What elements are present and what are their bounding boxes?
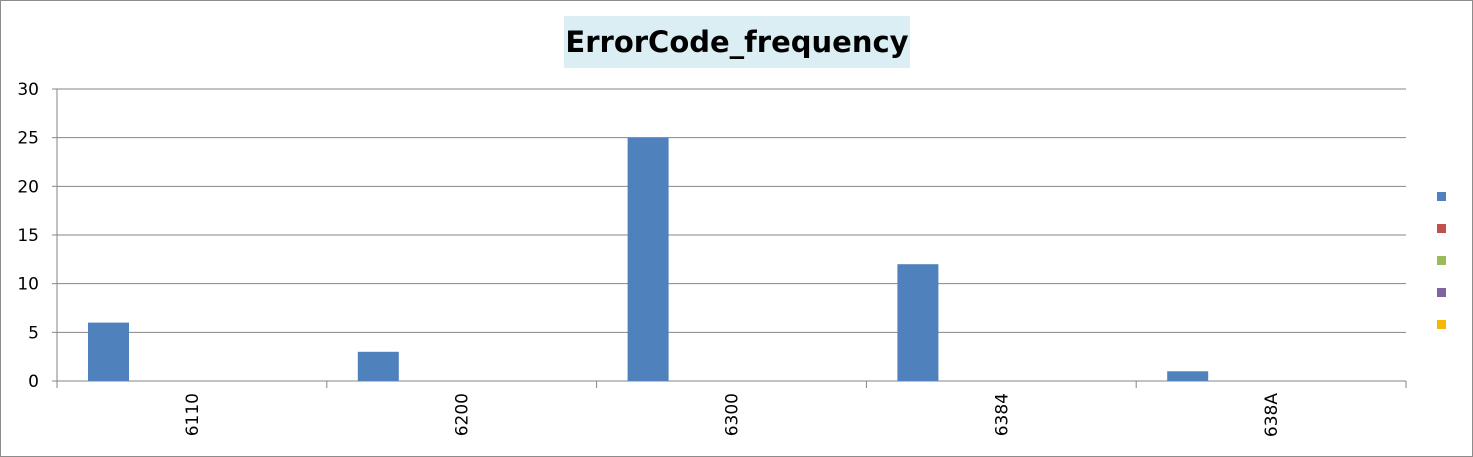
bar-6200 [357,351,399,381]
y-tick-label: 20 [17,177,39,197]
bars [88,137,1209,381]
y-tick-label: 10 [17,275,39,295]
legend-swatch [1437,320,1446,329]
x-tick-label: 638A [1262,393,1282,437]
legend-swatch [1437,192,1446,201]
y-tick-label: 5 [28,323,39,343]
x-tick-label: 6384 [992,393,1012,436]
x-tick-label: 6200 [453,393,473,436]
x-tick-label: 6300 [723,393,743,436]
chart-title: ErrorCode_frequency [565,25,909,59]
legend-swatch [1437,256,1446,265]
axes: 0 5 10 15 20 25 30 6110 6200 6300 6384 638A [17,80,1407,437]
legend [1437,192,1446,329]
y-tick-label: 30 [17,80,39,100]
chart-title-box: ErrorCode_frequency [564,16,910,68]
bar-638A [1167,371,1209,381]
y-tick-label: 15 [17,226,39,246]
bar-6300 [627,137,669,381]
y-tick-label: 25 [17,129,39,149]
bar-6110 [88,322,129,381]
legend-swatch [1437,224,1446,233]
legend-swatch [1437,288,1446,297]
gridlines [57,88,1406,333]
y-tick-label: 0 [28,372,39,392]
bar-6384 [897,264,939,381]
x-tick-label: 6110 [183,393,203,436]
